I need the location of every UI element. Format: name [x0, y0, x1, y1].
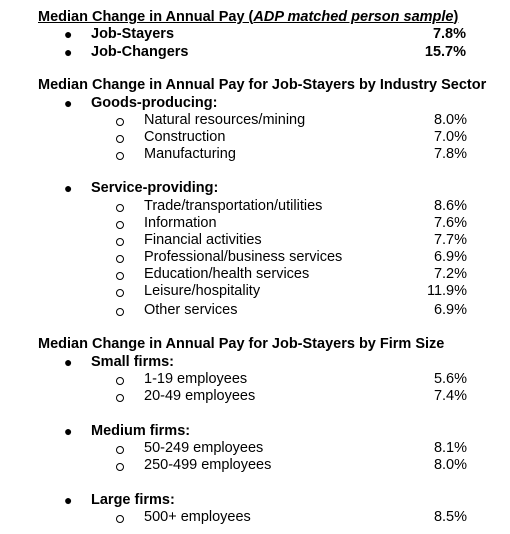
item-label: Financial activities	[144, 232, 262, 248]
bullet-icon: ●	[64, 26, 73, 42]
item-label: Manufacturing	[144, 146, 236, 162]
item-value: 8.1%	[433, 440, 467, 456]
item-label: 1-19 employees	[144, 371, 248, 387]
item-label: Education/health services	[144, 266, 310, 282]
item-value: 7.7%	[433, 232, 467, 248]
group-small-firms: ● Small firms:	[0, 354, 510, 371]
group-label: Service-providing:	[91, 180, 219, 196]
group-label: Medium firms:	[91, 423, 191, 439]
bullet-icon: ●	[64, 180, 73, 196]
heading-overall: Median Change in Annual Pay (ADP matched…	[0, 9, 510, 26]
list-item: Education/health services 7.2%	[0, 266, 510, 283]
heading-overall-italic: ADP matched person sample	[253, 9, 454, 25]
circle-bullet-icon	[116, 308, 124, 316]
heading-firm-size-text: Median Change in Annual Pay for Job-Stay…	[38, 336, 445, 352]
list-item: Financial activities 7.7%	[0, 232, 510, 249]
item-label: Construction	[144, 129, 226, 145]
item-value: 7.6%	[433, 215, 467, 231]
circle-bullet-icon	[116, 463, 124, 471]
item-label: 500+ employees	[144, 509, 251, 525]
list-item-job-changers: ● Job-Changers 15.7%	[0, 44, 510, 61]
item-label: Natural resources/mining	[144, 112, 306, 128]
item-value: 15.7%	[424, 44, 466, 60]
circle-bullet-icon	[116, 272, 124, 280]
bullet-icon: ●	[64, 354, 73, 370]
list-item: Manufacturing 7.8%	[0, 146, 510, 163]
list-item: 250-499 employees 8.0%	[0, 457, 510, 474]
item-value: 8.5%	[433, 509, 467, 525]
item-value: 6.9%	[433, 302, 467, 318]
circle-bullet-icon	[116, 515, 124, 523]
item-value: 7.2%	[433, 266, 467, 282]
list-item: Leisure/hospitality 11.9%	[0, 283, 510, 300]
item-value: 8.6%	[433, 198, 467, 214]
item-label: Job-Changers	[91, 44, 189, 60]
circle-bullet-icon	[116, 394, 124, 402]
circle-bullet-icon	[116, 152, 124, 160]
item-value: 6.9%	[433, 249, 467, 265]
circle-bullet-icon	[116, 118, 124, 126]
group-service-providing: ● Service-providing:	[0, 180, 510, 197]
list-item: 1-19 employees 5.6%	[0, 371, 510, 388]
item-label: Other services	[144, 302, 238, 318]
circle-bullet-icon	[116, 255, 124, 263]
heading-overall-text: Median Change in Annual Pay (ADP matched…	[38, 9, 458, 26]
bullet-icon: ●	[64, 95, 73, 111]
list-item: 50-249 employees 8.1%	[0, 440, 510, 457]
list-item: Other services 6.9%	[0, 302, 510, 319]
item-value: 7.8%	[432, 26, 466, 42]
item-label: Professional/business services	[144, 249, 343, 265]
heading-firm-size: Median Change in Annual Pay for Job-Stay…	[0, 336, 510, 353]
list-item-job-stayers: ● Job-Stayers 7.8%	[0, 26, 510, 43]
heading-industry: Median Change in Annual Pay for Job-Stay…	[0, 77, 510, 94]
item-value: 11.9%	[426, 283, 467, 299]
circle-bullet-icon	[116, 289, 124, 297]
item-value: 8.0%	[433, 457, 467, 473]
circle-bullet-icon	[116, 135, 124, 143]
item-label: 20-49 employees	[144, 388, 256, 404]
item-value: 5.6%	[433, 371, 467, 387]
group-label: Goods-producing:	[91, 95, 218, 111]
bullet-icon: ●	[64, 44, 73, 60]
item-label: 50-249 employees	[144, 440, 264, 456]
item-value: 7.4%	[433, 388, 467, 404]
list-item: Information 7.6%	[0, 215, 510, 232]
list-item: Trade/transportation/utilities 8.6%	[0, 198, 510, 215]
item-label: 250-499 employees	[144, 457, 272, 473]
heading-industry-text: Median Change in Annual Pay for Job-Stay…	[38, 77, 487, 93]
circle-bullet-icon	[116, 238, 124, 246]
list-item: Natural resources/mining 8.0%	[0, 112, 510, 129]
item-label: Job-Stayers	[91, 26, 175, 42]
item-label: Leisure/hospitality	[144, 283, 261, 299]
list-item: 500+ employees 8.5%	[0, 509, 510, 526]
circle-bullet-icon	[116, 377, 124, 385]
heading-overall-suffix: )	[453, 9, 459, 25]
item-value: 8.0%	[433, 112, 467, 128]
item-label: Information	[144, 215, 217, 231]
item-value: 7.8%	[433, 146, 467, 162]
list-item: 20-49 employees 7.4%	[0, 388, 510, 405]
bullet-icon: ●	[64, 423, 73, 439]
item-value: 7.0%	[433, 129, 467, 145]
group-label: Large firms:	[91, 492, 175, 508]
group-large-firms: ● Large firms:	[0, 492, 510, 509]
circle-bullet-icon	[116, 446, 124, 454]
circle-bullet-icon	[116, 221, 124, 229]
group-medium-firms: ● Medium firms:	[0, 423, 510, 440]
circle-bullet-icon	[116, 204, 124, 212]
item-label: Trade/transportation/utilities	[144, 198, 323, 214]
group-label: Small firms:	[91, 354, 174, 370]
group-goods-producing: ● Goods-producing:	[0, 95, 510, 112]
list-item: Professional/business services 6.9%	[0, 249, 510, 266]
list-item: Construction 7.0%	[0, 129, 510, 146]
heading-overall-prefix: Median Change in Annual Pay (	[38, 9, 254, 25]
bullet-icon: ●	[64, 492, 73, 508]
